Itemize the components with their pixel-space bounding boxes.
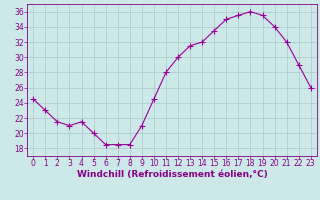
X-axis label: Windchill (Refroidissement éolien,°C): Windchill (Refroidissement éolien,°C) bbox=[76, 170, 268, 179]
